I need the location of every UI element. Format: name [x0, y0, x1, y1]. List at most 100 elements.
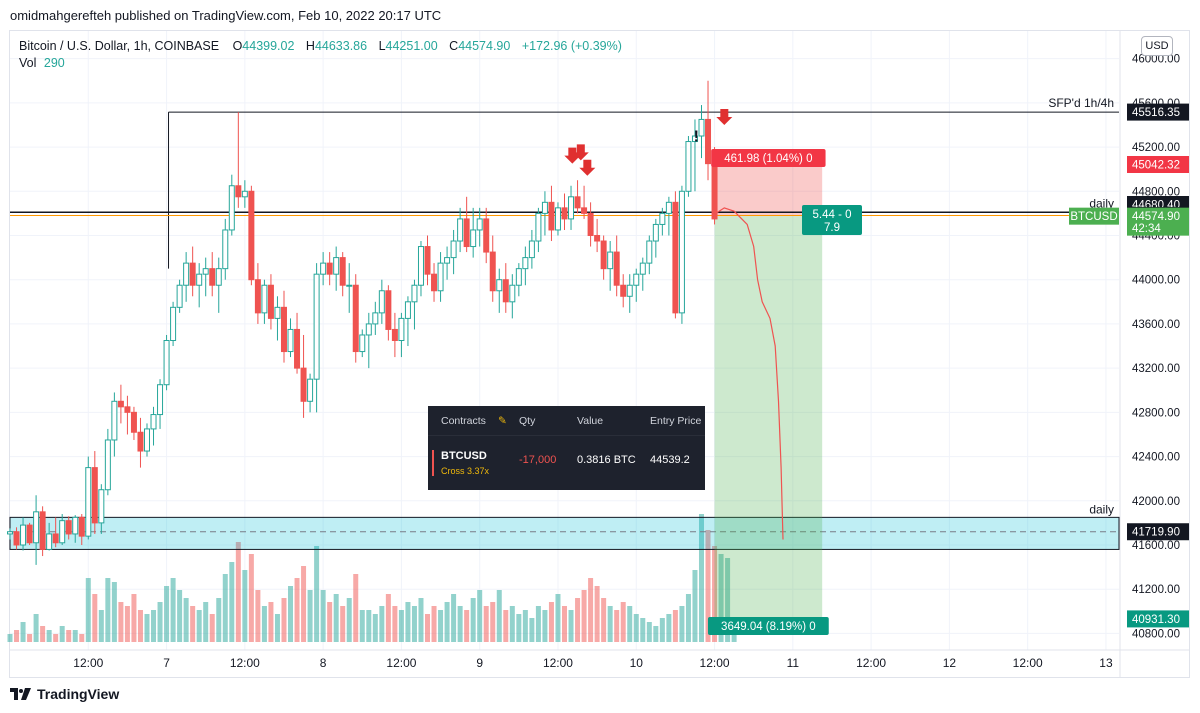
candle-body — [39, 511, 46, 550]
pin-icon[interactable]: ✎ — [498, 415, 507, 427]
candle-body — [581, 207, 588, 214]
volume-bar — [379, 606, 385, 642]
sell-arrow-icon — [716, 108, 733, 125]
target-label: 3649.04 (8.19%) 0 — [721, 621, 816, 633]
candle-body — [372, 312, 379, 325]
volume-bar — [190, 606, 196, 642]
exclamation-icon: ! — [694, 129, 699, 146]
candle — [130, 406, 137, 440]
candle — [705, 80, 712, 181]
time-tick: 12:00 — [386, 656, 416, 670]
volume-bar — [666, 614, 672, 642]
volume-bar — [157, 602, 163, 642]
candle-body — [626, 284, 633, 297]
candle — [652, 218, 659, 258]
price-tick: 43600.00 — [1132, 319, 1180, 331]
price-tick: 42000.00 — [1132, 496, 1180, 508]
volume-bar — [98, 610, 104, 642]
volume-bar — [431, 606, 437, 642]
time-tick: 12:00 — [700, 656, 730, 670]
candle-body — [450, 240, 457, 259]
legend-low: 44251.00 — [385, 39, 438, 53]
candle — [404, 296, 411, 347]
volume-bar — [151, 610, 157, 642]
price-scale-label: 45516.35 — [1132, 107, 1180, 119]
volume-bar — [53, 634, 59, 642]
position-popup[interactable]: Contracts ✎ Qty Value Entry Price BTCUSD… — [428, 406, 705, 490]
candle — [659, 207, 666, 236]
volume-bar — [170, 578, 176, 642]
candle-body — [391, 328, 398, 342]
candle — [222, 218, 229, 280]
symbol-tag-bg — [1069, 207, 1119, 225]
candle-body — [672, 201, 679, 314]
candle — [33, 495, 40, 565]
candle — [91, 451, 98, 534]
candle-body — [646, 240, 653, 264]
sell-arrow-icon — [564, 147, 581, 164]
volume-bar — [718, 554, 724, 642]
candle — [143, 423, 150, 457]
time-tick: 9 — [476, 656, 483, 670]
stop-label-bg — [711, 149, 826, 167]
volume-bar — [327, 602, 333, 642]
volume-bar — [137, 610, 143, 642]
candle — [378, 279, 385, 324]
candle-body — [72, 516, 79, 535]
candle — [581, 185, 588, 219]
volume-bar — [392, 606, 398, 642]
candle-body — [196, 273, 203, 286]
popup-value: 0.3816 BTC — [577, 454, 636, 466]
volume-bar — [196, 610, 202, 642]
volume-bar — [353, 574, 359, 642]
price-tick: 41200.00 — [1132, 584, 1180, 596]
candle — [326, 252, 333, 286]
volume-bar — [588, 578, 594, 642]
volume-bar — [385, 594, 391, 642]
candle-body — [235, 185, 242, 198]
candle-body — [339, 257, 346, 286]
candle-body — [280, 306, 287, 353]
price-tick: 43200.00 — [1132, 363, 1180, 375]
volume-bar — [346, 598, 352, 642]
candle-body — [26, 524, 33, 544]
sell-arrow-icon — [579, 159, 596, 176]
time-tick: 12 — [943, 656, 957, 670]
candle — [339, 252, 346, 297]
candle-body — [561, 207, 568, 220]
candle — [78, 514, 85, 545]
legend-vol: 290 — [43, 56, 65, 70]
volume-bar — [359, 610, 365, 642]
candle-body — [594, 234, 601, 242]
currency-button[interactable]: USD — [1141, 36, 1173, 56]
volume-bar — [216, 598, 222, 642]
volume-bar — [242, 570, 248, 642]
volume-bar — [464, 610, 470, 642]
candle-body — [483, 218, 490, 253]
candle-body — [659, 212, 666, 225]
candle — [196, 263, 203, 308]
volume-bar — [85, 578, 91, 642]
volume-bar — [568, 610, 574, 642]
price-tick: 44000.00 — [1132, 275, 1180, 287]
volume-bar — [438, 610, 444, 642]
time-tick: 12:00 — [856, 656, 886, 670]
brand-name: TradingView — [37, 686, 120, 702]
volume-bar — [698, 514, 704, 642]
candle — [489, 235, 496, 302]
candle — [522, 246, 529, 286]
candle — [548, 185, 555, 242]
candle — [183, 252, 190, 302]
volume-bar — [529, 618, 535, 642]
ratio-label: 7.9 — [824, 222, 840, 234]
candle — [346, 263, 353, 313]
candle-body — [150, 414, 157, 430]
candle — [137, 417, 144, 468]
volume-bar — [705, 530, 711, 642]
legend-high-label: H — [305, 39, 315, 53]
volume-bar — [235, 542, 241, 642]
candle-body — [228, 185, 235, 231]
candle-body — [130, 411, 137, 433]
legend-high: 44633.86 — [314, 39, 368, 53]
